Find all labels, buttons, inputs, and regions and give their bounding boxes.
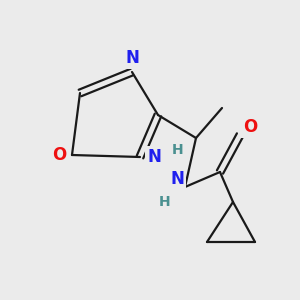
Text: O: O bbox=[243, 118, 257, 136]
Text: H: H bbox=[160, 195, 170, 209]
Text: N: N bbox=[170, 170, 184, 188]
Text: N: N bbox=[170, 170, 184, 188]
Text: O: O bbox=[52, 146, 66, 164]
Text: N: N bbox=[125, 49, 139, 67]
Text: O: O bbox=[52, 146, 66, 164]
Text: O: O bbox=[243, 118, 257, 136]
Text: H: H bbox=[159, 195, 171, 209]
Text: N: N bbox=[125, 49, 139, 67]
Text: H: H bbox=[173, 143, 183, 157]
Text: H: H bbox=[172, 143, 184, 157]
Text: N: N bbox=[147, 148, 161, 166]
Text: N: N bbox=[147, 148, 161, 166]
